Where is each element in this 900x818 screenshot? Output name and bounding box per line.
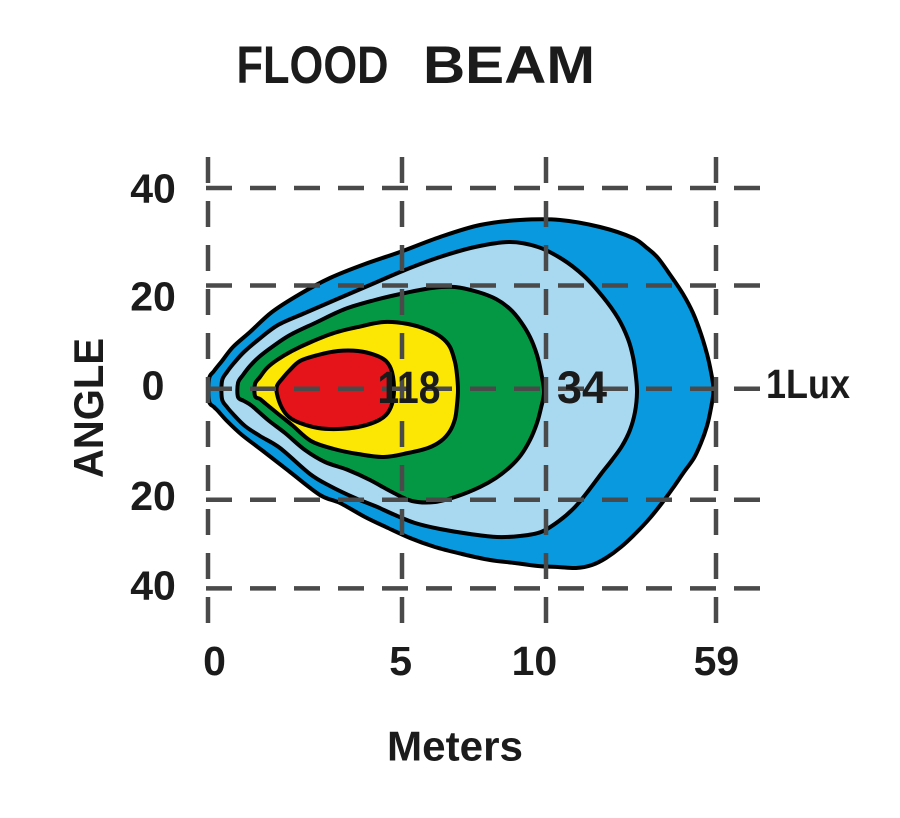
svg-text:118: 118 <box>378 362 441 413</box>
svg-text:59: 59 <box>694 638 740 684</box>
svg-text:Meters: Meters <box>387 723 523 770</box>
svg-text:FLOOD: FLOOD <box>237 36 389 95</box>
svg-text:34: 34 <box>557 362 607 413</box>
svg-text:10: 10 <box>512 638 558 684</box>
svg-text:1Lux: 1Lux <box>766 361 850 407</box>
svg-text:0: 0 <box>142 363 165 409</box>
svg-text:20: 20 <box>130 274 176 320</box>
svg-text:5: 5 <box>389 638 412 684</box>
svg-text:20: 20 <box>130 473 176 519</box>
svg-text:40: 40 <box>130 166 176 212</box>
svg-text:0: 0 <box>203 638 226 684</box>
svg-text:BEAM: BEAM <box>423 36 595 95</box>
svg-text:40: 40 <box>130 563 176 609</box>
svg-text:ANGLE: ANGLE <box>65 338 112 478</box>
